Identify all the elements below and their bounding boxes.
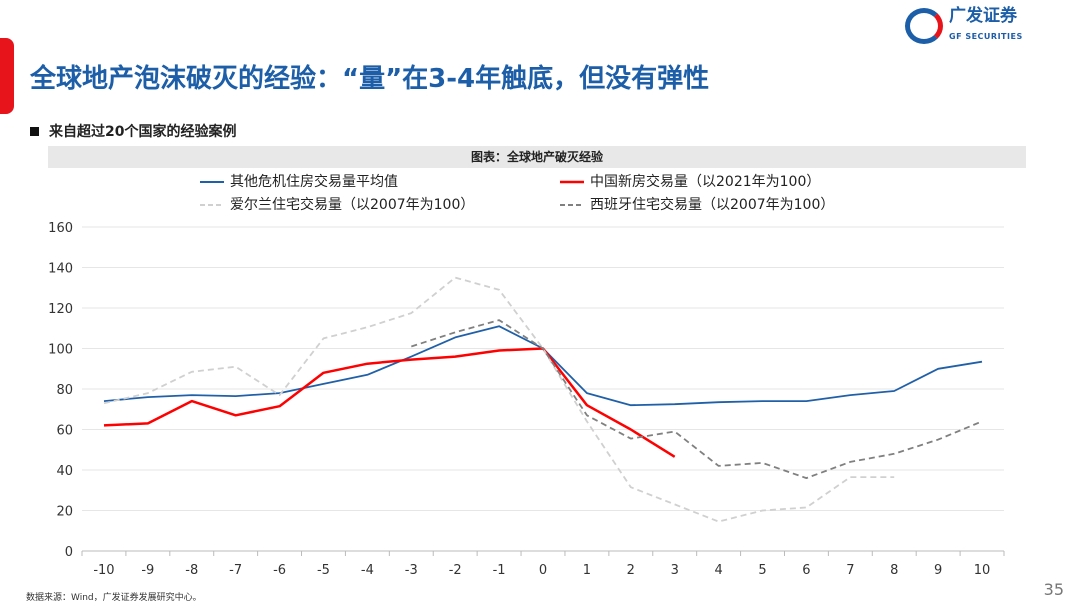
legend-label: 其他危机住房交易量平均值 [230, 174, 398, 190]
x-tick-label: -4 [361, 563, 374, 578]
x-tick-label: 5 [758, 563, 766, 578]
x-tick-label: 8 [890, 563, 898, 578]
legend-item-2: 爱尔兰住宅交易量（以2007年为100） [200, 195, 474, 215]
legend-swatch [200, 204, 224, 206]
section-subtitle: 来自超过20个国家的经验案例 [30, 124, 236, 141]
x-tick-label: -1 [493, 563, 506, 578]
y-tick-label: 140 [48, 262, 73, 277]
x-tick-label: 4 [714, 563, 722, 578]
chart-caption: 图表：全球地产破灭经验 [48, 146, 1026, 168]
x-tick-label: -8 [185, 563, 198, 578]
logo-en: GF SECURITIES [949, 32, 1023, 41]
y-tick-label: 120 [48, 302, 73, 317]
y-tick-label: 60 [56, 424, 73, 439]
legend-item-1: 中国新房交易量（以2021年为100） [560, 172, 820, 192]
x-tick-label: -10 [93, 563, 114, 578]
logo-cn: 广发证券 [949, 6, 1017, 26]
y-tick-label: 40 [56, 464, 73, 479]
x-tick-label: -9 [141, 563, 154, 578]
x-tick-label: 2 [627, 563, 635, 578]
series-line-2 [103, 276, 895, 523]
accent-bar [0, 38, 14, 114]
legend-label: 爱尔兰住宅交易量（以2007年为100） [230, 197, 475, 213]
x-tick-label: 0 [539, 563, 547, 578]
legend-item-3: 西班牙住宅交易量（以2007年为100） [560, 195, 834, 215]
slide-title: 全球地产泡沫破灭的经验：“量”在3-4年触底，但没有弹性 [30, 64, 710, 94]
legend-item-0: 其他危机住房交易量平均值 [200, 172, 398, 192]
legend-label: 西班牙住宅交易量（以2007年为100） [590, 197, 835, 213]
series-line-3 [411, 319, 983, 480]
company-logo: 广发证券 GF SECURITIES [905, 6, 1055, 50]
y-tick-label: 0 [65, 545, 73, 560]
y-tick-label: 80 [56, 383, 73, 398]
x-tick-label: 10 [974, 563, 991, 578]
legend-label: 中国新房交易量（以2021年为100） [590, 174, 821, 190]
x-tick-label: 1 [583, 563, 591, 578]
x-tick-label: -6 [273, 563, 286, 578]
page-number: 35 [1043, 580, 1064, 599]
x-tick-label: -7 [229, 563, 242, 578]
x-tick-label: 3 [671, 563, 679, 578]
legend-swatch [200, 181, 224, 183]
x-tick-label: -3 [405, 563, 418, 578]
series-line-0 [103, 325, 983, 407]
logo-mark-icon [905, 8, 943, 44]
legend-swatch [560, 204, 584, 206]
x-tick-label: 9 [934, 563, 942, 578]
y-tick-label: 20 [56, 505, 73, 520]
legend-swatch [560, 180, 584, 184]
x-tick-label: -2 [449, 563, 462, 578]
y-tick-label: 160 [48, 221, 73, 236]
x-tick-label: -5 [317, 563, 330, 578]
x-tick-label: 6 [802, 563, 810, 578]
series-line-1 [103, 347, 676, 458]
x-tick-label: 7 [846, 563, 854, 578]
data-source: 数据来源：Wind，广发证券发展研究中心。 [26, 593, 202, 603]
y-tick-label: 100 [48, 343, 73, 358]
